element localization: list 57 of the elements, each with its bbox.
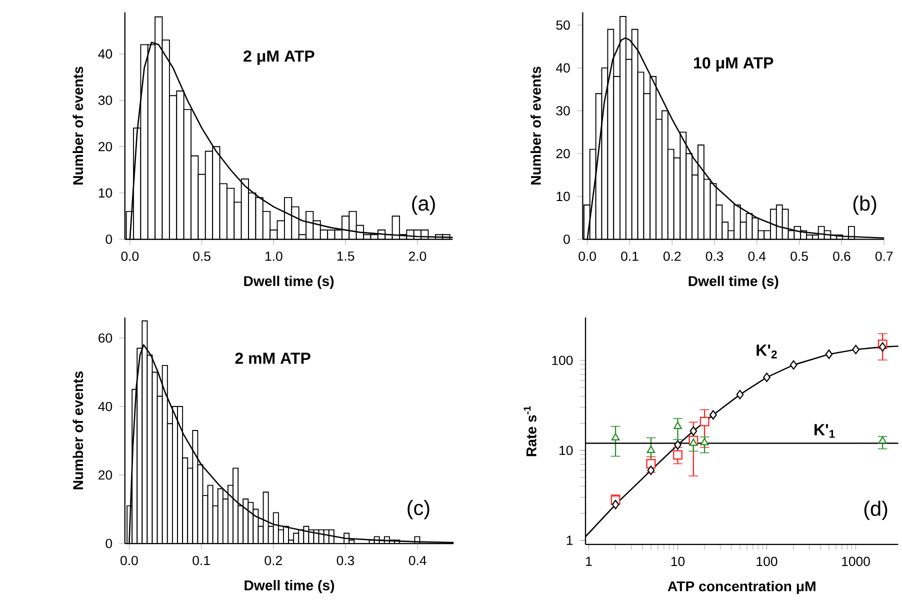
x-tick-label: 100 (756, 556, 778, 566)
x-tick-label: 0.0 (120, 556, 138, 566)
y-tick-label: 20 (556, 148, 570, 158)
x-tick-label: 1000 (842, 556, 870, 566)
x-tick-label: 0.2 (264, 556, 282, 566)
x-tick-label: 2.0 (408, 252, 426, 261)
y-tick-label: 0 (106, 538, 112, 548)
x-tick-label: 0.6 (833, 252, 850, 261)
annotation: 2 mM ATP (235, 352, 310, 364)
y-tick-label: 10 (98, 188, 112, 198)
y-tick-label: 30 (556, 106, 570, 116)
y-tick-label: 40 (98, 402, 112, 412)
y-tick-label: 60 (98, 333, 112, 343)
y-axis-title: Number of events (530, 66, 541, 185)
annotation: 10 μM ATP (694, 57, 774, 72)
y-tick-label: 1 (566, 536, 573, 545)
x-axis-title: Dwell time (s) (688, 276, 778, 289)
x-tick-label: 1 (586, 556, 592, 566)
y-tick-label: 40 (98, 49, 112, 59)
x-tick-label: 1.0 (266, 252, 282, 261)
y-tick-label: 40 (556, 63, 570, 73)
x-tick-label: 0.4 (748, 252, 766, 261)
x-tick-label: 1.5 (337, 252, 354, 261)
y-tick-label: 20 (98, 142, 112, 152)
x-tick-label: 0.5 (193, 252, 210, 261)
x-tick-label: 0.0 (578, 252, 596, 261)
x-tick-label: 0.2 (663, 252, 681, 261)
x-tick-label: 0.3 (336, 556, 354, 566)
y-axis-title: Rate s$^{-1}$ (524, 406, 536, 456)
annotation: K'$_{1}$ (814, 424, 835, 438)
x-tick-label: 0.0 (121, 252, 139, 261)
y-tick-label: 30 (98, 96, 112, 105)
annotation: K'$_{2}$ (756, 344, 777, 358)
x-tick-label: 0.3 (706, 252, 724, 261)
x-tick-label: 0.5 (790, 252, 808, 261)
y-tick-label: 50 (556, 20, 570, 30)
y-tick-label: 100 (552, 356, 573, 366)
y-tick-label: 20 (98, 470, 112, 480)
y-axis-title: Number of events (72, 66, 84, 185)
x-tick-label: 0.7 (875, 252, 893, 261)
y-tick-label: 10 (560, 446, 573, 456)
x-tick-label: 0.1 (621, 252, 638, 261)
x-tick-label: 10 (671, 556, 685, 566)
y-axis-title: Number of events (72, 371, 84, 490)
annotation: (c) (408, 500, 430, 520)
annotation: (b) (853, 196, 876, 215)
x-axis-title: Dwell time (s) (244, 580, 334, 594)
x-axis-title: ATP concentration μM (668, 580, 816, 594)
y-tick-label: 0 (106, 234, 112, 244)
x-tick-label: 0.1 (192, 556, 210, 566)
y-tick-label: 10 (556, 192, 570, 202)
annotation: 2 μM ATP (244, 50, 314, 65)
annotation: (a) (412, 196, 435, 215)
x-tick-label: 0.4 (408, 556, 426, 566)
y-tick-label: 0 (564, 234, 570, 244)
x-axis-title: Dwell time (s) (244, 276, 334, 289)
annotation: (d) (864, 500, 888, 520)
